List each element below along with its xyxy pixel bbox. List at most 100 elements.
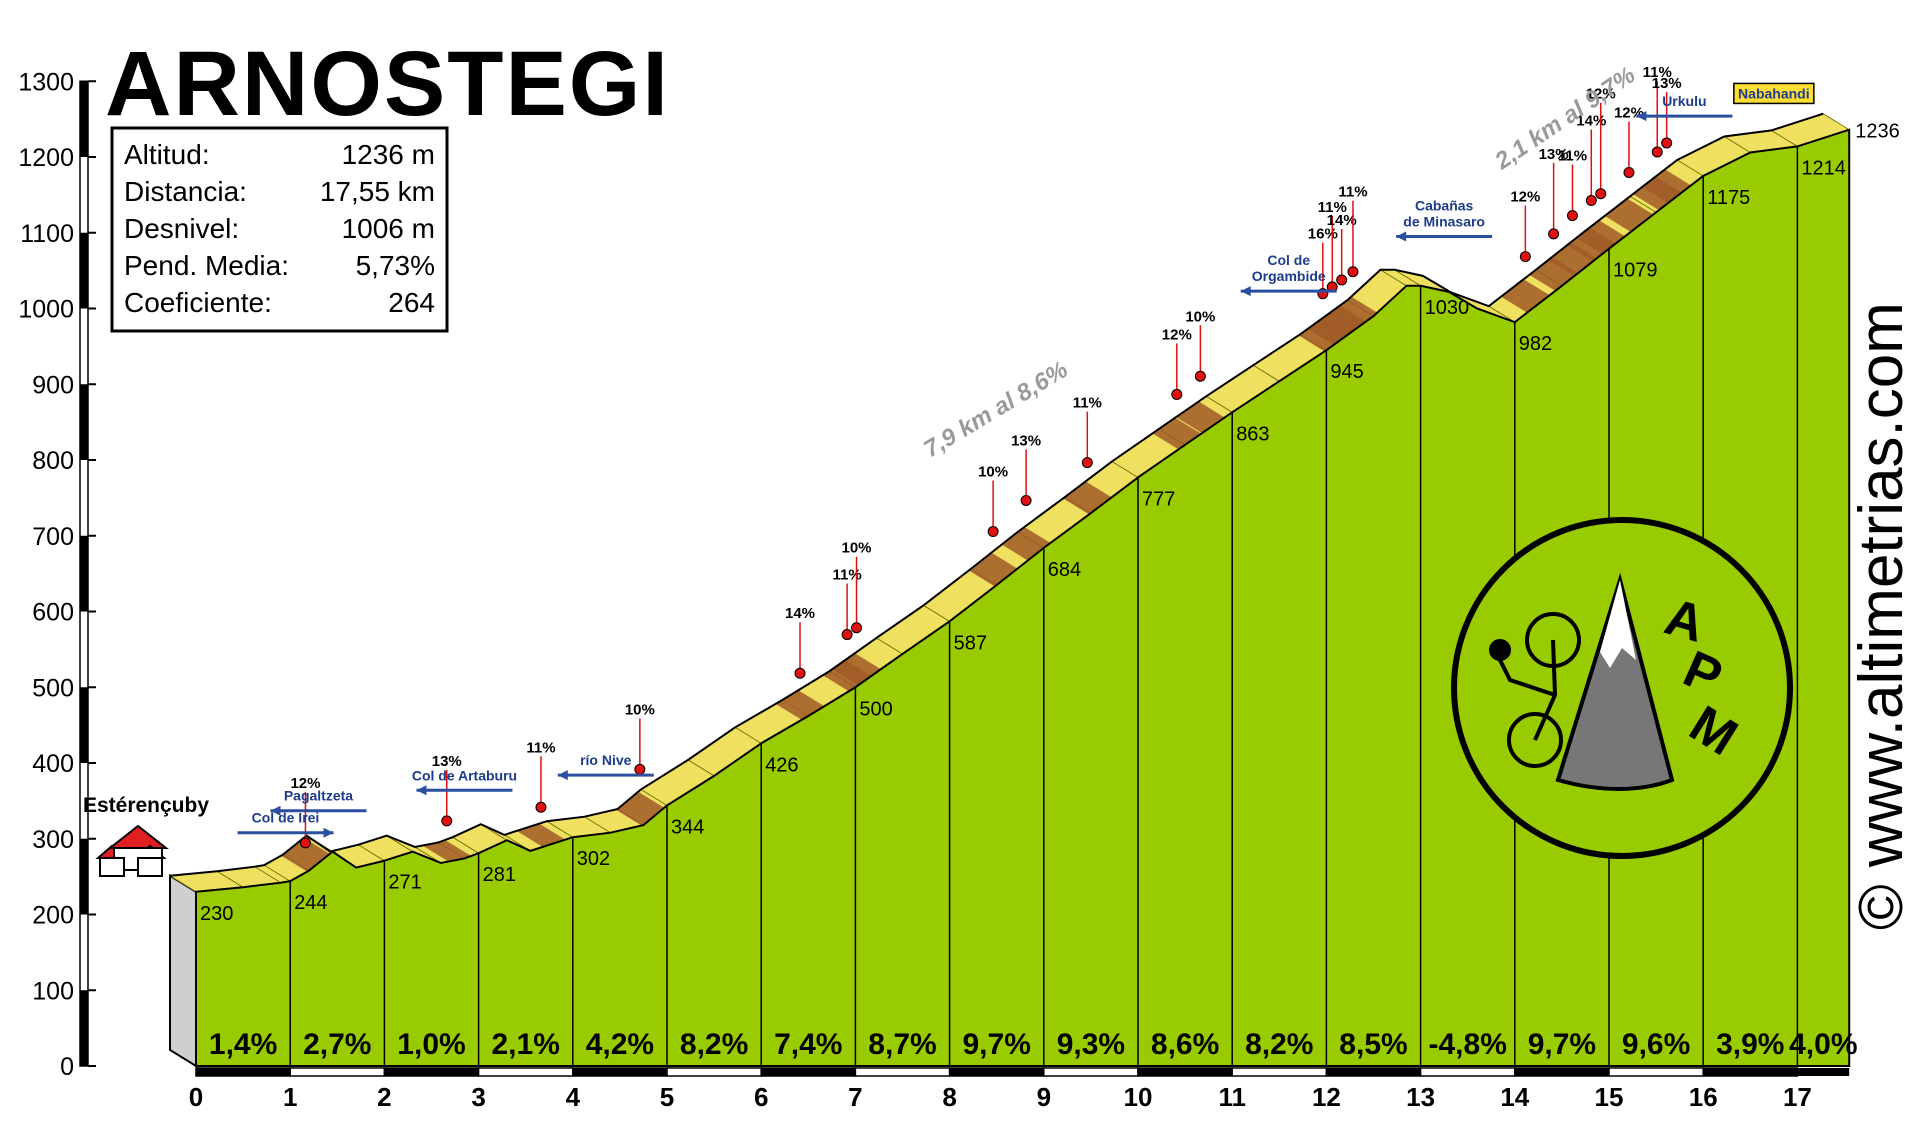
steep-label: 11% [1558,148,1587,165]
altitude-label: 1079 [1613,260,1658,282]
x-axis-segment [1702,1067,1799,1077]
y-tick-label: 400 [32,750,74,778]
x-tick-label: 13 [1406,1082,1435,1112]
y-axis-segment [80,81,88,157]
profile-area [168,112,1851,1068]
altitude-label: 587 [954,632,987,654]
steep-label: 10% [625,701,655,718]
steep-label: 13% [1011,432,1041,449]
x-tick-label: 1 [283,1082,297,1112]
place-arrowhead [1636,111,1647,122]
x-axis-segment [477,1067,574,1077]
steep-label: 11% [1073,395,1102,412]
altitude-label: 500 [859,698,892,720]
x-axis-segment [1325,1067,1422,1077]
summit-label: Nabahandi [1738,85,1810,101]
gradient-label: 8,5% [1339,1028,1407,1061]
steep-marker [441,815,453,827]
place-label: Col de Irei [252,810,320,826]
steep-marker [1566,210,1578,222]
gradient-label: 4,0% [1789,1028,1857,1061]
steep-marker [1171,388,1183,400]
place-arrowhead [1240,286,1251,297]
steep-label: 11% [526,739,555,756]
x-axis-segment [383,1067,480,1077]
steep-marker [1020,494,1032,506]
steep-label: 12% [290,775,320,792]
apm-logo: A P M [1451,517,1793,859]
altitude-label: 1030 [1425,297,1470,319]
stat-value: 264 [388,287,435,318]
steep-label: 14% [1576,113,1606,130]
y-tick-label: 500 [32,674,74,702]
altitude-label: 982 [1519,333,1552,355]
steep-marker [299,837,311,849]
gradient-label: 1,4% [209,1028,277,1061]
y-axis-segment [80,990,88,1066]
y-axis: 0 100 200 300 400 500 600 700 800 900 1000 1100 1200… [18,68,96,1081]
altitude-label: 777 [1142,488,1175,510]
steep-label: 11% [1643,64,1672,81]
stat-label: Pend. Media: [124,250,289,281]
altitude-label: 1236 [1855,121,1900,143]
altitude-label: 302 [577,848,610,870]
altitude-label: 281 [483,864,516,886]
y-axis-segment [80,838,88,915]
profile-side [169,873,197,1068]
watermark: © www.altimetrias.com [1847,302,1916,930]
km-gridlines: 230 244 271 281 302 344 426 500 587 684 777 863 945 1… [200,121,1900,1066]
gradient-label: 9,6% [1622,1028,1690,1061]
x-tick-label: 12 [1312,1082,1341,1112]
altitude-label: 863 [1236,423,1269,445]
gradient-label: 8,2% [1245,1028,1313,1061]
start-village: Estérençuby [83,794,209,877]
steep-marker [1194,370,1206,382]
gradient-label: 2,7% [303,1028,371,1061]
stat-value: 1236 m [342,139,435,170]
x-tick-label: 3 [471,1082,485,1112]
place-label: Col de Artaburu [412,767,517,783]
steep-label: 13% [1652,75,1682,92]
profile-fill [195,128,1851,1067]
gradient-label: 2,1% [492,1028,560,1061]
x-tick-label: 9 [1037,1082,1051,1112]
y-axis-segment [80,535,88,612]
place-arrowhead [270,805,281,816]
altitude-label: 684 [1048,559,1081,581]
altitude-label: 1214 [1801,157,1846,179]
x-axis-segment [1797,1068,1850,1076]
x-tick-label: 15 [1595,1082,1624,1112]
x-axis-segment [854,1067,951,1077]
gradient-label: 1,0% [397,1028,465,1061]
x-axis-segment [572,1067,668,1077]
x-axis-segment [1514,1067,1610,1077]
y-tick-label: 600 [32,599,74,627]
place-arrowhead [1396,231,1407,242]
y-tick-label: 1300 [18,68,74,96]
y-tick-label: 300 [32,826,74,854]
steep-label: 13% [432,753,462,770]
stat-label: Altitud: [124,139,210,170]
altitude-label: 244 [294,892,327,914]
summit-sign [1733,82,1815,105]
y-tick-label: 900 [32,371,74,399]
steep-marker [535,801,547,813]
place-arrowhead [557,770,568,781]
x-tick-label: 2 [377,1082,391,1112]
x-axis: 0 1 2 3 4 5 6 7 8 9 10 11 12 13 14 15 16 17 [189,1067,1850,1112]
steep-label: 12% [1586,86,1616,103]
x-tick-label: 8 [942,1082,956,1112]
x-tick-label: 7 [848,1082,862,1112]
cyclist-icon [1489,612,1581,768]
mountain-icon [1555,572,1675,791]
x-tick-label: 5 [660,1082,674,1112]
altitude-label: 271 [388,872,421,894]
altitude-label: 1175 [1707,187,1750,209]
steep-section [516,823,566,847]
steep-label: 13% [1539,146,1569,163]
x-tick-label: 14 [1500,1082,1529,1112]
steep-marker [1548,228,1560,240]
x-axis-segment [1137,1067,1233,1077]
steep-marker [1347,266,1359,278]
gradient-label: 3,9% [1716,1028,1784,1061]
